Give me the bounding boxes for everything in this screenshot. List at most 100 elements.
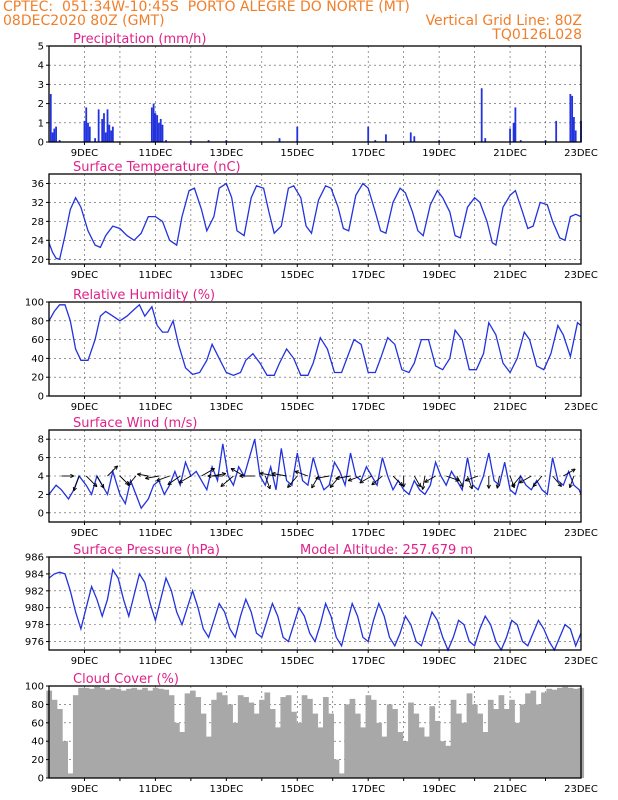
wind-arrow-head: [557, 484, 562, 487]
precip-bar: [165, 140, 167, 142]
precip-bar: [569, 94, 572, 142]
wind-arrow: [178, 475, 192, 484]
x-tick-label: 23DEC: [564, 402, 598, 413]
precip-bar: [85, 107, 88, 142]
cloud-bar: [466, 693, 473, 778]
header-code: TQ0126L028: [492, 27, 582, 43]
wind-arrow-head: [115, 465, 119, 470]
wind-arrow-head: [178, 479, 182, 484]
wind-arrow: [73, 475, 80, 492]
wind-arrow-head: [100, 485, 105, 489]
wind-arrow-head: [287, 483, 289, 488]
cloud-bar: [365, 695, 372, 778]
x-tick-label: 23DEC: [564, 656, 598, 667]
precip-bar: [438, 140, 441, 142]
cloud-bar: [429, 706, 436, 778]
precip-bar: [514, 107, 517, 142]
y-tick-label: 100: [25, 682, 44, 693]
wind-arrow-head: [335, 475, 340, 479]
panel-frame: [48, 556, 582, 651]
cloud-bar: [344, 704, 350, 778]
cloud-bar: [104, 689, 111, 778]
precip-bar: [88, 126, 91, 142]
wind-arrow: [220, 475, 234, 487]
series-line: [48, 439, 582, 510]
wind-arrow-head: [371, 481, 374, 486]
precip-bar: [480, 88, 483, 142]
precip-bar: [225, 140, 228, 142]
cloud-bar: [94, 686, 100, 778]
x-tick-label: 21DEC: [493, 656, 527, 667]
wind-arrow-head: [73, 487, 77, 492]
cloud-bar: [312, 713, 319, 778]
x-tick-label: 13DEC: [209, 402, 243, 413]
cloud-bar: [227, 704, 233, 778]
wind-arrow-head: [167, 483, 172, 486]
cloud-bar: [360, 727, 366, 778]
wind-arrow: [347, 475, 362, 482]
cloud-bar: [450, 699, 457, 778]
cloud-bar: [158, 688, 164, 778]
wind-arrow-head: [315, 475, 320, 479]
cloud-bar: [99, 687, 106, 778]
y-tick-label: 984: [25, 569, 44, 580]
cloud-bar: [216, 692, 223, 778]
series-line: [48, 303, 582, 376]
cloud-bar: [477, 713, 483, 778]
wind-arrow-head: [572, 468, 576, 473]
wind-arrow-head: [359, 479, 363, 484]
y-tick-label: 986: [25, 553, 44, 564]
x-tick-label: 15DEC: [280, 402, 314, 413]
y-tick-label: 28: [31, 217, 44, 228]
precip-bar: [385, 134, 387, 142]
cloud-bar: [440, 741, 446, 778]
wind-arrow-head: [137, 473, 141, 477]
x-tick-label: 13DEC: [209, 148, 243, 159]
cloud-bar: [413, 713, 420, 778]
x-tick-label: 13DEC: [209, 656, 243, 667]
cloud-bar: [78, 687, 84, 778]
wind-arrow: [201, 468, 215, 477]
panel-title: Relative Humidity (%): [73, 288, 215, 303]
wind-arrow: [137, 473, 149, 477]
y-tick-label: 60: [31, 718, 44, 729]
cloud-bar: [461, 722, 468, 778]
wind-arrow-head: [459, 484, 464, 488]
wind-arrow-head: [113, 465, 118, 468]
x-tick-label: 9DEC: [71, 528, 98, 539]
precip-bar: [154, 113, 157, 142]
wind-arrow-head: [469, 485, 473, 490]
y-tick-label: 2: [38, 490, 44, 501]
precip-bar: [97, 109, 100, 142]
precip-bar: [278, 138, 281, 142]
cloud-bar: [573, 688, 579, 778]
series-line: [48, 567, 582, 652]
precip-bar: [51, 132, 54, 142]
wind-arrow: [392, 475, 404, 487]
y-tick-label: 4: [38, 472, 44, 483]
cloud-bar: [328, 713, 335, 778]
wind-arrow: [569, 475, 575, 488]
y-tick-label: 0: [38, 138, 44, 149]
x-tick-label: 15DEC: [280, 784, 314, 795]
cloud-bar: [147, 690, 154, 778]
y-tick-label: 1: [38, 118, 44, 129]
wind-arrow-head: [464, 477, 469, 482]
cloud-bar: [535, 704, 542, 778]
x-tick-label: 15DEC: [280, 270, 314, 281]
cloud-bar: [195, 697, 202, 778]
x-tick-label: 15DEC: [280, 528, 314, 539]
precip-bar: [103, 113, 105, 142]
wind-arrow: [167, 475, 181, 486]
precip-bar: [374, 140, 377, 142]
wind-arrow: [519, 475, 532, 484]
cloud-bar: [493, 709, 499, 778]
y-tick-label: 8: [38, 435, 44, 446]
precip-bar: [573, 117, 575, 142]
wind-arrow-head: [137, 472, 142, 475]
wind-arrow-head: [329, 485, 334, 488]
header-line1: CPTEC: 051:34W-10:45S PORTO ALEGRE DO NO…: [3, 0, 410, 15]
cloud-bar: [131, 687, 138, 778]
precip-bar: [58, 140, 61, 142]
